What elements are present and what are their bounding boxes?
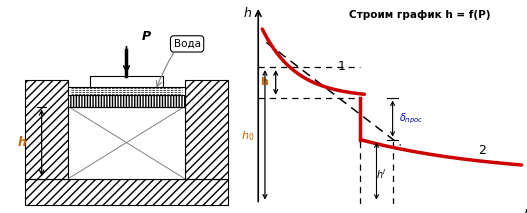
Bar [69, 95, 184, 106]
Text: $h^I$: $h^I$ [376, 167, 387, 181]
Bar [69, 86, 184, 95]
Text: Вода: Вода [173, 39, 201, 49]
Text: 2: 2 [479, 144, 486, 157]
Bar [90, 76, 163, 86]
Text: 1: 1 [338, 60, 346, 73]
Text: h: h [243, 7, 251, 20]
Text: h: h [260, 78, 268, 88]
Text: $\delta_{прос}$: $\delta_{прос}$ [399, 111, 424, 126]
Text: P: P [141, 30, 150, 43]
Text: h: h [18, 136, 27, 149]
Text: Строим график h = f(P): Строим график h = f(P) [349, 10, 490, 20]
Bar [25, 80, 69, 179]
Text: P: P [523, 209, 527, 213]
Text: $h_0$: $h_0$ [241, 129, 254, 143]
Bar [25, 179, 228, 205]
Bar [184, 80, 228, 179]
Bar [69, 106, 184, 179]
